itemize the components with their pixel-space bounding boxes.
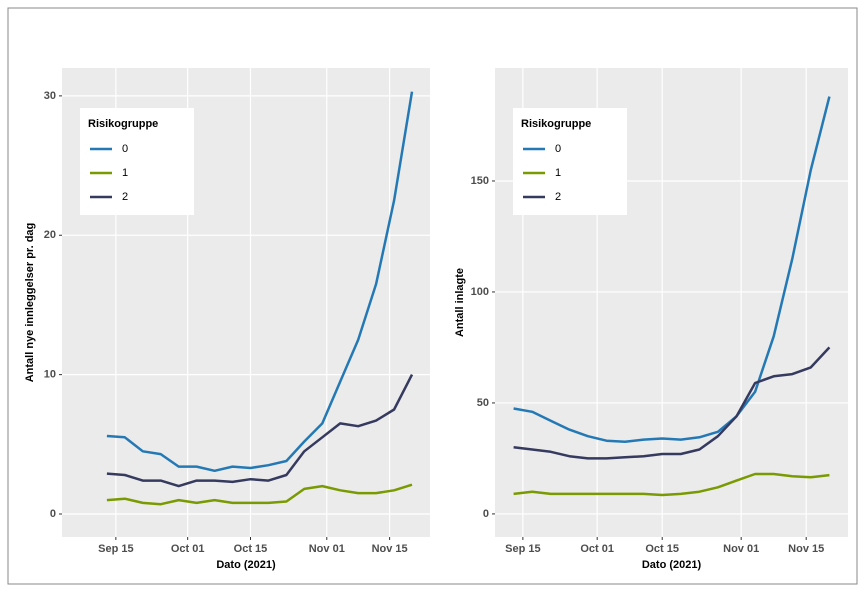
- y-axis-label: Antall nye innleggelser pr. dag: [24, 223, 36, 383]
- y-tick-label: 30: [44, 90, 56, 102]
- y-tick-label: 20: [44, 229, 56, 241]
- y-tick-label: 10: [44, 369, 56, 381]
- x-tick-label: Oct 01: [171, 543, 205, 555]
- y-axis-label: Antall inlagte: [454, 268, 466, 337]
- x-tick-label: Oct 15: [645, 543, 679, 555]
- y-tick-label: 100: [471, 286, 489, 298]
- legend-label: 2: [555, 191, 561, 203]
- series-line: [106, 91, 414, 473]
- x-tick-label: Oct 15: [234, 543, 268, 555]
- series-line: [513, 96, 831, 444]
- legend-label: 0: [555, 143, 561, 155]
- legend-label: 2: [122, 191, 128, 203]
- x-tick-label: Nov 01: [309, 543, 345, 555]
- x-tick-label: Nov 15: [788, 543, 824, 555]
- legend-title: Risikogruppe: [88, 118, 158, 130]
- series-line: [513, 472, 830, 497]
- x-tick-label: Nov 01: [723, 543, 759, 555]
- y-tick-label: 0: [483, 508, 489, 520]
- x-tick-label: Sep 15: [98, 543, 133, 555]
- series-line: [106, 483, 413, 506]
- x-axis-label: Dato (2021): [216, 559, 276, 571]
- legend-label: 1: [555, 167, 561, 179]
- x-axis-label: Dato (2021): [642, 559, 702, 571]
- series-line: [513, 346, 831, 460]
- x-tick-label: Oct 01: [580, 543, 614, 555]
- y-tick-label: 50: [477, 397, 489, 409]
- legend-label: 0: [122, 143, 128, 155]
- legend-title: Risikogruppe: [521, 118, 591, 130]
- x-tick-label: Sep 15: [505, 543, 540, 555]
- x-tick-label: Nov 15: [372, 543, 408, 555]
- legend-label: 1: [122, 167, 128, 179]
- y-tick-label: 0: [50, 508, 56, 520]
- series-line: [106, 374, 414, 488]
- y-tick-label: 150: [471, 175, 489, 187]
